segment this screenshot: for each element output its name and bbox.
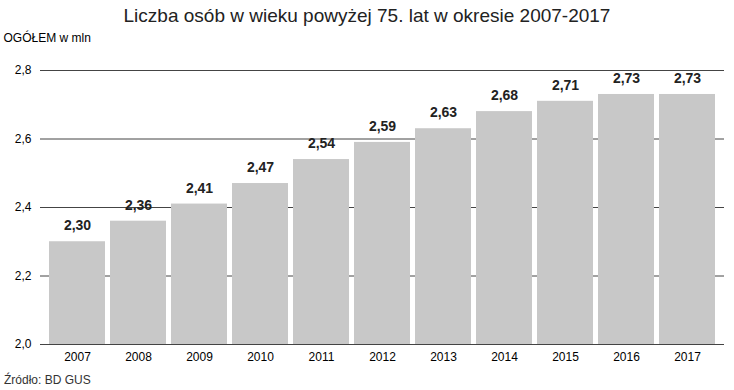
svg-text:2014: 2014 (491, 350, 518, 364)
svg-text:2013: 2013 (430, 350, 457, 364)
svg-text:2,0: 2,0 (15, 337, 32, 351)
svg-text:2,6: 2,6 (15, 132, 32, 146)
svg-text:2,2: 2,2 (15, 269, 32, 283)
svg-text:2017: 2017 (674, 350, 701, 364)
svg-text:2015: 2015 (552, 350, 579, 364)
svg-text:2011: 2011 (309, 350, 335, 364)
svg-text:2008: 2008 (125, 350, 152, 364)
svg-text:2,63: 2,63 (430, 104, 457, 120)
svg-text:2,47: 2,47 (247, 159, 274, 175)
svg-text:2,59: 2,59 (369, 118, 396, 134)
svg-text:2,71: 2,71 (552, 77, 579, 93)
svg-text:2,4: 2,4 (15, 200, 32, 214)
svg-text:2,73: 2,73 (674, 70, 701, 86)
svg-text:2007: 2007 (64, 350, 91, 364)
svg-text:OGÓŁEM w mln: OGÓŁEM w mln (4, 30, 91, 45)
svg-text:2012: 2012 (369, 350, 396, 364)
html-text:Źródło: BD GUS: Źródło: BD GUS (4, 373, 91, 387)
svg-text:2,36: 2,36 (125, 197, 152, 213)
svg-text:2,68: 2,68 (491, 87, 518, 103)
svg-text:2016: 2016 (613, 350, 640, 364)
svg-text:2,41: 2,41 (186, 180, 213, 196)
svg-text:2,54: 2,54 (308, 135, 335, 151)
svg-text:2009: 2009 (186, 350, 213, 364)
svg-text:2,73: 2,73 (613, 70, 640, 86)
html-text:Liczba osób w wieku powyżej 75: Liczba osób w wieku powyżej 75. lat w ok… (123, 5, 611, 26)
svg-text:2010: 2010 (247, 350, 274, 364)
svg-text:2,30: 2,30 (64, 217, 91, 233)
svg-text:2,8: 2,8 (15, 63, 32, 77)
